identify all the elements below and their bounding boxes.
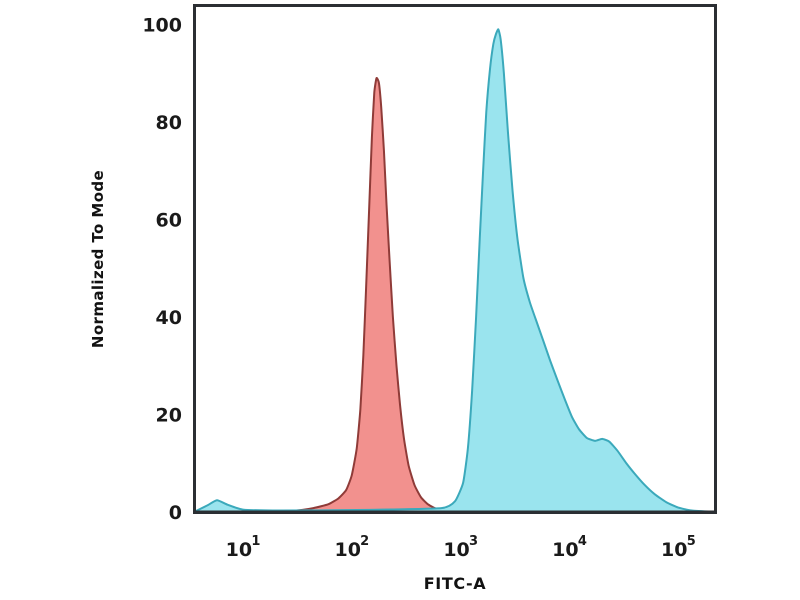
- x-tick-exponent: 4: [578, 534, 587, 549]
- plot-frame: [193, 4, 717, 514]
- y-tick-label: 20: [156, 405, 182, 427]
- y-tick-label: 40: [156, 307, 182, 329]
- x-tick-label: 10 1: [226, 534, 261, 561]
- x-tick-exponent: 1: [251, 534, 260, 549]
- x-tick-label: 10 5: [661, 534, 696, 561]
- plot-area-background: [195, 6, 715, 512]
- y-tick-label-group: 0 20 40 60 80 100: [142, 15, 182, 525]
- x-tick-exponent: 5: [687, 534, 696, 549]
- x-tick-label-group: 10 1 10 2 10 3 10 4 10 5: [226, 534, 696, 561]
- x-tick-exponent: 3: [469, 534, 478, 549]
- x-tick-label: 10 4: [552, 534, 587, 561]
- x-tick-mantissa: 10: [661, 539, 687, 561]
- series-control: [195, 77, 684, 512]
- x-tick-mantissa: 10: [443, 539, 469, 561]
- series-antibody-outline: [195, 28, 715, 512]
- x-tick-mantissa: 10: [334, 539, 360, 561]
- series-control-outline: [195, 77, 684, 512]
- x-tick-mantissa: 10: [552, 539, 578, 561]
- series-antibody: [195, 28, 715, 512]
- x-tick-mantissa: 10: [226, 539, 252, 561]
- y-tick-label: 80: [156, 112, 182, 134]
- y-axis-title: Normalized To Mode: [89, 170, 107, 348]
- series-layer: [195, 28, 715, 512]
- y-tick-label: 0: [169, 502, 182, 524]
- y-tick-label: 100: [142, 15, 182, 37]
- y-tick-label: 60: [156, 210, 182, 232]
- x-axis-title: FITC-A: [424, 574, 487, 593]
- x-tick-label: 10 2: [334, 534, 369, 561]
- x-tick-exponent: 2: [360, 534, 369, 549]
- x-tick-label: 10 3: [443, 534, 478, 561]
